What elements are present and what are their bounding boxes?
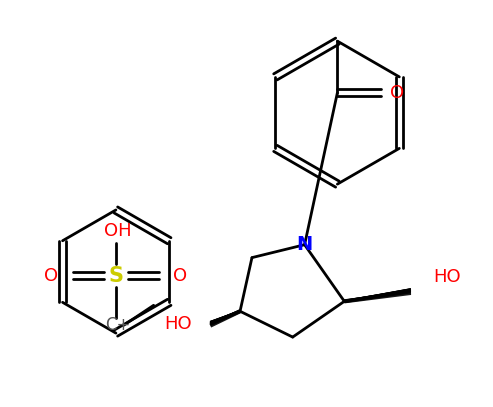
Text: HO: HO [165, 315, 192, 333]
Text: S: S [108, 265, 123, 285]
Text: OH: OH [104, 222, 132, 240]
Text: O: O [44, 267, 58, 284]
Text: C+: C+ [105, 316, 131, 334]
Text: HO: HO [433, 269, 460, 287]
Text: O: O [390, 84, 404, 102]
Text: N: N [296, 235, 313, 254]
Text: O: O [174, 267, 187, 284]
